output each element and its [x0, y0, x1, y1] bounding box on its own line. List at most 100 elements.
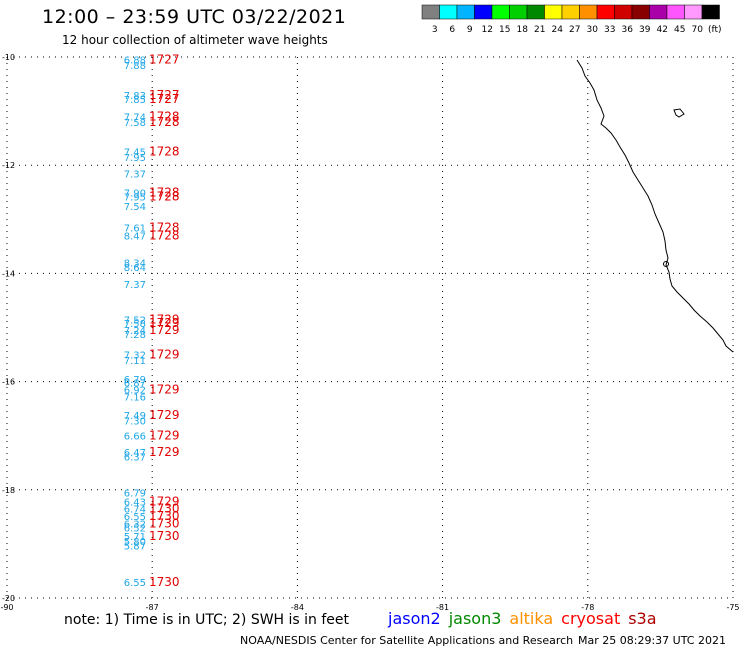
observation: 5.80: [124, 537, 146, 548]
observation: 7.85 1727: [124, 92, 180, 106]
legend-label: 3: [432, 25, 438, 35]
observation: 7.37: [124, 169, 146, 180]
wave-height-value: 7.37: [124, 280, 146, 291]
latitude-label: -18: [2, 486, 15, 495]
legend-label: (ft): [708, 25, 722, 35]
observation-time: 1728: [149, 220, 180, 234]
observation: 6.55 1730: [124, 575, 180, 589]
observation: 7.90 1728: [124, 185, 180, 199]
observation-time: 1728: [149, 145, 180, 159]
wave-height-value: 7.11: [124, 356, 146, 367]
footer-note: note: 1) Time is in UTC; 2) SWH is in fe…: [64, 612, 350, 628]
observation: 8.47 1728: [124, 229, 180, 243]
longitude-label: -81: [436, 603, 449, 612]
observation: 6.32 1730: [124, 516, 180, 530]
observation: 7.74 1728: [124, 110, 180, 124]
observation: 7.54: [124, 202, 146, 213]
coastline: [576, 59, 734, 353]
wave-height-value: 7.16: [124, 393, 146, 404]
color-legend: 3 6 9 12 15 18 21 24 27 30 33 36 39 42 45 70 (ft): [421, 4, 722, 35]
mission-cryosat: cryosat: [561, 609, 621, 628]
observation-time: 1729: [149, 495, 180, 509]
wave-height-value: 6.32: [124, 519, 146, 530]
observation-time: 1730: [149, 529, 180, 543]
observation: 7.30: [124, 417, 146, 428]
observation: 6.87: [124, 379, 146, 390]
wave-height-value: 7.95: [124, 193, 146, 204]
wave-height-value: 6.43: [124, 498, 146, 509]
latitude-label: -16: [2, 378, 15, 387]
legend-label: 6: [449, 25, 455, 35]
wave-height-value: 7.30: [124, 417, 146, 428]
legend-label: 24: [552, 25, 564, 35]
page-subtitle: 12 hour collection of altimeter wave hei…: [62, 33, 328, 47]
observation: 5.87: [124, 542, 146, 553]
legend-label: 12: [482, 25, 493, 35]
wave-height-value: 6.92: [124, 386, 146, 397]
observation: 6.74 1730: [124, 502, 180, 516]
observation-time: 1730: [149, 509, 180, 523]
observation: 6.88 1727: [124, 53, 180, 67]
wave-height-value: 6.66: [124, 432, 146, 443]
legend-label: 15: [499, 25, 510, 35]
observation: 7.16: [124, 393, 146, 404]
observation: 7.49 1729: [124, 408, 180, 422]
wave-height-value: 6.55: [124, 578, 146, 589]
wave-height-value: 6.47: [124, 448, 146, 459]
observation-time: 1728: [149, 185, 180, 199]
observation: 7.61 1728: [124, 220, 180, 234]
observation: 6.79: [124, 489, 146, 500]
observation-time: 1729: [149, 429, 180, 443]
legend-swatch: [701, 4, 720, 20]
legend-label: 21: [534, 25, 545, 35]
observation-time: 1728: [149, 229, 180, 243]
observation: 6.43 1729: [124, 495, 180, 509]
wave-height-value: 6.88: [124, 56, 146, 67]
legend-label: 30: [587, 25, 599, 35]
legend-label: 9: [467, 25, 473, 35]
observation-time: 1728: [149, 190, 180, 204]
observation-time: 1728: [149, 115, 180, 129]
wave-height-value: 7.85: [124, 95, 146, 106]
observation: 7.45 1728: [124, 145, 180, 159]
wave-height-value: 7.28: [124, 330, 146, 341]
wave-height-value: 6.37: [124, 452, 146, 463]
wave-height-value: 6.79: [124, 375, 146, 386]
observation-time: 1729: [149, 408, 180, 422]
observation-time: 1729: [149, 316, 180, 330]
observation-time: 1729: [149, 383, 180, 397]
observation-time: 1728: [149, 110, 180, 124]
wave-height-value: 7.32: [124, 351, 146, 362]
wave-height-value: 6.79: [124, 489, 146, 500]
observation-time: 1729: [149, 445, 180, 459]
legend-label: 27: [569, 25, 580, 35]
observation: 6.55 1730: [124, 509, 180, 523]
observation-time: 1730: [149, 575, 180, 589]
peninsula-outline: [663, 261, 669, 267]
generated-timestamp: Mar 25 08:29:37 UTC 2021: [578, 634, 726, 647]
observation-time: 1729: [149, 348, 180, 362]
observation-time: 1727: [149, 92, 180, 106]
mission-altika: altika: [509, 609, 554, 628]
wave-height-value: 5.71: [124, 532, 146, 543]
lake-outline: [673, 108, 685, 118]
wave-height-value: 7.61: [124, 223, 146, 234]
observation: 7.88: [124, 61, 146, 72]
wave-height-value: 7.24: [124, 326, 146, 337]
legend-label: 42: [657, 25, 668, 35]
observation-time: 1730: [149, 502, 180, 516]
observation-time: 1727: [149, 53, 180, 67]
wave-height-value: 6.74: [124, 505, 146, 516]
observation: 7.11: [124, 356, 146, 367]
wave-height-value: 6.55: [124, 512, 146, 523]
wave-height-value: 5.80: [124, 537, 146, 548]
wave-height-value: 7.90: [124, 188, 146, 199]
observation: 5.71 1730: [124, 529, 180, 543]
observation: 7.24 1729: [124, 323, 180, 337]
observation: 6.66 1729: [124, 429, 180, 443]
mission-s3a: s3a: [628, 609, 657, 628]
wave-height-value: 7.45: [124, 148, 146, 159]
observation: 6.37: [124, 452, 146, 463]
wave-height-value: 7.58: [124, 319, 146, 330]
longitude-label: -90: [0, 603, 13, 612]
